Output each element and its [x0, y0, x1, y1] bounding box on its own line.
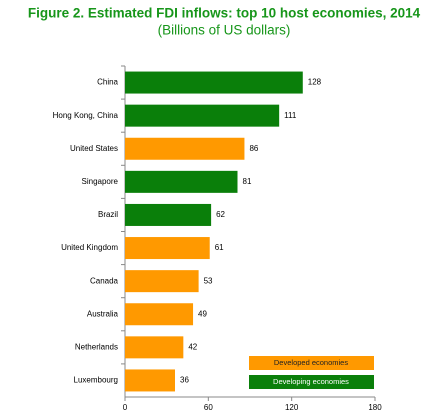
- value-label: 36: [180, 376, 189, 385]
- y-tick-label: Brazil: [98, 210, 118, 219]
- bar: [125, 270, 199, 293]
- legend-swatch: [249, 375, 374, 389]
- x-tick-label: 0: [123, 403, 128, 412]
- y-tick-label: United Kingdom: [61, 243, 118, 252]
- value-label: 128: [308, 78, 322, 87]
- y-tick-label: Singapore: [82, 177, 119, 186]
- y-tick-label: Canada: [90, 276, 119, 285]
- value-label: 49: [198, 309, 207, 318]
- bar: [125, 137, 245, 160]
- bar: [125, 71, 303, 94]
- value-label: 42: [188, 342, 197, 351]
- y-tick-label: Hong Kong, China: [53, 111, 119, 120]
- y-tick-label: United States: [70, 144, 118, 153]
- legend-label: Developing economies: [273, 377, 349, 386]
- value-label: 86: [249, 144, 258, 153]
- x-tick-label: 180: [368, 403, 382, 412]
- chart-title: Figure 2. Estimated FDI inflows: top 10 …: [28, 6, 421, 21]
- bar: [125, 203, 212, 226]
- bar: [125, 303, 194, 326]
- bar: [125, 336, 184, 359]
- legend-label: Developed economies: [274, 358, 348, 367]
- value-label: 81: [243, 177, 252, 186]
- y-tick-label: Luxembourg: [74, 376, 118, 385]
- bar: [125, 369, 175, 392]
- x-tick-label: 60: [204, 403, 213, 412]
- chart-subtitle: (Billions of US dollars): [158, 23, 291, 38]
- value-label: 111: [284, 111, 297, 120]
- value-label: 62: [216, 210, 225, 219]
- bar: [125, 104, 280, 127]
- y-tick-label: Netherlands: [75, 342, 118, 351]
- value-label: 61: [215, 243, 224, 252]
- value-label: 53: [204, 276, 213, 285]
- y-tick-label: Australia: [87, 309, 119, 318]
- bar: [125, 237, 210, 260]
- y-tick-label: China: [97, 78, 118, 87]
- legend-swatch: [249, 356, 374, 370]
- x-tick-label: 120: [285, 403, 299, 412]
- bar: [125, 170, 238, 193]
